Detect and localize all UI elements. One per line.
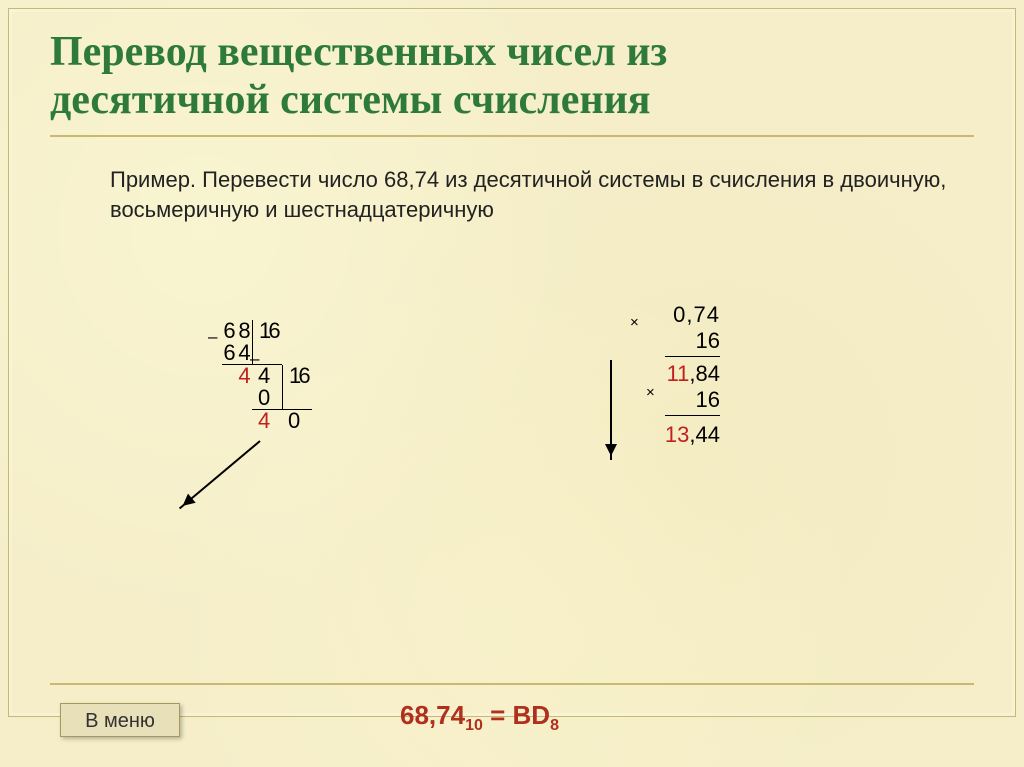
title-underline [50,135,974,137]
times-sign-1: × [630,314,639,331]
result-sub1: 10 [465,717,483,734]
times-sign-2: × [646,384,655,401]
title-line-2: десятичной системы счисления [50,77,651,123]
result-number: 68,74 [400,700,465,730]
minus-sign-2: – [250,350,259,367]
ld-divisor1-d2: 6 [267,320,282,342]
long-division: – 6 8 1 6 6 4 – 4 4 1 6 0 4 0 [222,320,312,432]
ld-sub1-d1: 6 [222,342,237,365]
mult-r1-frac: ,84 [689,361,720,386]
example-description: Пример. Перевести число 68,74 из десятич… [110,165,954,224]
ld-divisor2-d1: 1 [282,365,297,387]
ld-dividend-d1: 6 [222,320,237,342]
ld-quot1: 4 [252,365,267,387]
result-equation: 68,7410 = BD8 [400,700,559,735]
ld-dividend-d2: 8 [237,320,252,342]
mult-r2-frac: ,44 [689,422,720,447]
slide-title: Перевод вещественных чисел из десятичной… [50,28,667,125]
ld-divisor1-d1: 1 [252,320,267,342]
ld-rem1: 4 [237,365,252,387]
ld-divisor2-d2: 6 [297,365,312,387]
result-eq: = BD [483,700,550,730]
bottom-rule [50,683,974,685]
mult-r2-int: 13 [665,422,689,447]
mult-r1-int: 11 [667,361,690,386]
ld-rem2: 4 [252,410,267,432]
fractional-multiplication: × 0,74 16 11,84 × 16 13,44 [620,302,720,448]
mult-by-1: 16 [665,328,720,357]
result-sub2: 8 [550,717,559,734]
menu-button[interactable]: В меню [60,703,180,737]
title-line-1: Перевод вещественных чисел из [50,29,667,75]
ld-quot2: 0 [282,410,297,432]
arrow-down [610,360,612,460]
ld-sub2: 0 [252,387,267,410]
mult-by-2: 16 [665,387,720,416]
minus-sign: – [208,328,217,345]
